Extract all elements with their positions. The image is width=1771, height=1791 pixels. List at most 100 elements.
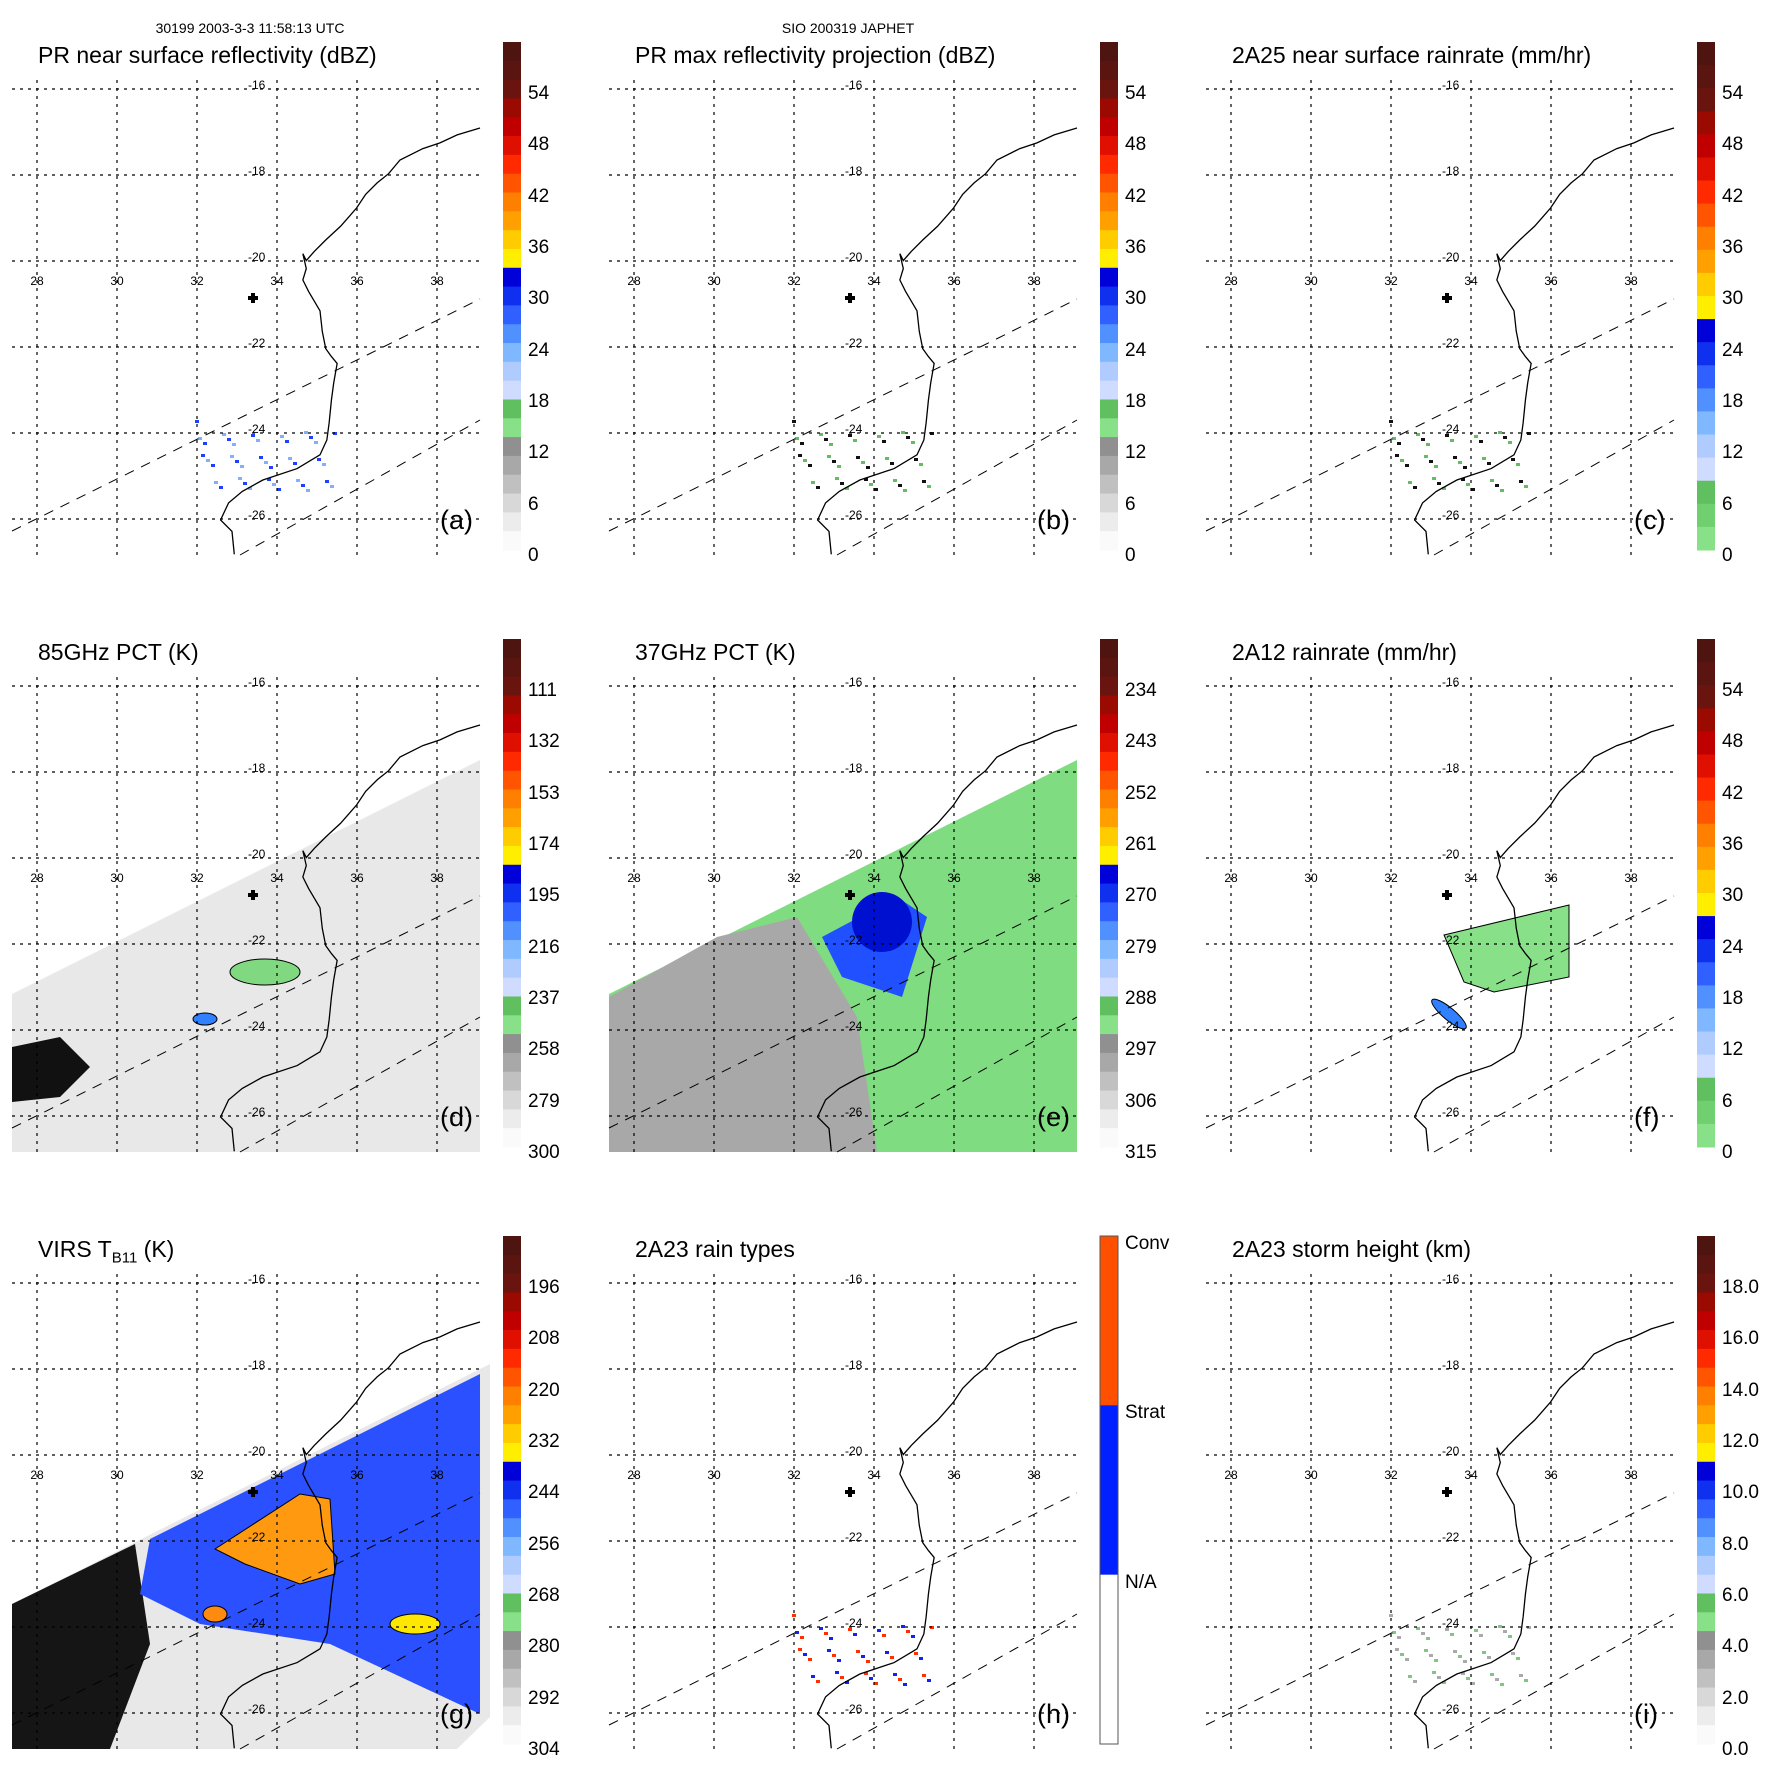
colorbar-segment — [1697, 1292, 1715, 1312]
colorbar-segment — [503, 79, 521, 99]
lon-label: 32 — [190, 1468, 204, 1482]
echo-pixel — [1511, 1652, 1515, 1655]
lon-label: 28 — [30, 274, 44, 288]
echo-pixel — [800, 442, 804, 445]
colorbar-tick-label: 261 — [1125, 834, 1157, 855]
lat-label: -16 — [845, 77, 863, 92]
colorbar-segment — [1100, 902, 1118, 922]
echo-pixel — [1524, 1679, 1528, 1682]
echo-pixel — [837, 1659, 841, 1662]
lon-label: 32 — [787, 871, 801, 885]
lat-label: -22 — [248, 1529, 266, 1544]
colorbar-segment — [1697, 985, 1715, 1009]
swath-edge — [11, 1492, 481, 1726]
colorbar-tick-label: 18 — [1722, 391, 1744, 412]
colorbar-segment — [503, 1386, 521, 1406]
echo-pixel — [877, 1629, 881, 1632]
coastline — [219, 724, 481, 1152]
colorbar-segment — [1697, 480, 1715, 505]
lat-label: -22 — [248, 932, 266, 947]
colorbar-tick-label: 244 — [528, 1482, 560, 1504]
panel-label: (a) — [440, 505, 473, 535]
echo-pixel — [1453, 456, 1457, 459]
echo-pixel — [1442, 487, 1446, 490]
colorbar-segment — [1697, 1461, 1715, 1482]
colorbar-segment — [1697, 893, 1715, 917]
colorbar-segment — [1100, 770, 1118, 791]
title-text: 2A23 rain types — [635, 1236, 795, 1262]
colorbar-segment — [503, 695, 521, 715]
echo-pixel — [856, 456, 860, 459]
storm-center-cross-icon — [845, 293, 855, 303]
echo-pixel — [911, 441, 915, 444]
colorbar-tick-label: 258 — [528, 1039, 560, 1061]
echo-pixel — [906, 436, 910, 439]
echo-pixel — [890, 462, 894, 465]
lon-label: 38 — [1624, 1468, 1638, 1482]
lon-label: 38 — [1027, 1468, 1041, 1482]
colorbar-segment — [503, 230, 521, 250]
colorbar-segment — [1100, 1659, 1118, 1745]
colorbar-segment — [503, 845, 521, 866]
echo-pixel — [866, 466, 870, 469]
map-canvas — [11, 42, 521, 556]
colorbar-segment — [503, 399, 521, 419]
colorbar-tick-label: 2.0 — [1722, 1687, 1749, 1709]
echo-pixel — [1389, 1614, 1393, 1617]
lat-label: -24 — [1442, 1615, 1460, 1630]
colorbar-tick-label: 54 — [1722, 680, 1744, 701]
echo-pixel — [882, 1634, 886, 1637]
colorbar-tick-label: 0 — [1722, 1142, 1733, 1163]
colorbar-segment — [1100, 211, 1118, 231]
lon-label: 28 — [627, 871, 641, 885]
swath-edge — [608, 298, 1078, 532]
colorbar-segment — [503, 1254, 521, 1275]
panel-label: (h) — [1037, 1699, 1070, 1729]
echo-pixel — [816, 1680, 820, 1683]
colorbar-tick-label: 6 — [1125, 493, 1136, 515]
echo-pixel — [1421, 1632, 1425, 1635]
colorbar-tick-label: 279 — [1125, 936, 1157, 958]
storm-center-cross-icon — [248, 293, 258, 303]
lat-label: -24 — [845, 1018, 863, 1033]
lon-label: 36 — [350, 274, 364, 288]
coastline — [816, 724, 1078, 1152]
lon-label: 36 — [350, 871, 364, 885]
colorbar-segment — [1100, 883, 1118, 903]
storm-center-cross-icon — [248, 890, 258, 900]
colorbar-segment — [503, 1649, 521, 1670]
echo-pixel — [235, 460, 239, 463]
colorbar-tick-label: 279 — [528, 1090, 560, 1112]
colorbar-segment — [1697, 1499, 1715, 1519]
colorbar-tick-label: 4.0 — [1722, 1636, 1749, 1658]
colorbar-segment — [503, 883, 521, 903]
colorbar-segment — [1100, 1405, 1118, 1491]
echo-pixel — [1498, 431, 1502, 434]
echo-pixel — [1500, 489, 1504, 492]
echo-pixel — [1408, 1675, 1412, 1678]
echo-pixel — [272, 483, 276, 486]
colorbar-segment — [1697, 226, 1715, 251]
lat-label: -16 — [845, 674, 863, 689]
colorbar-tick-label: 0 — [528, 545, 539, 566]
colorbar-segment — [503, 1518, 521, 1538]
colorbar-segment — [503, 1574, 521, 1594]
echo-pixel — [1463, 466, 1467, 469]
colorbar-segment — [503, 958, 521, 979]
lon-label: 32 — [1384, 1468, 1398, 1482]
echo-pixel — [325, 480, 329, 483]
map-panel-g: VIRS TB11 (K) (g) 196 208 220 232 244 256 268 280… — [0, 1194, 597, 1791]
colorbar-tick-label: 195 — [528, 885, 560, 907]
echo-pixel — [1445, 434, 1449, 437]
panel-title: PR max reflectivity projection (dBZ) — [635, 42, 995, 69]
colorbar-segment — [1697, 1631, 1715, 1651]
echo-pixel — [1466, 483, 1470, 486]
colorbar-segment — [1100, 136, 1118, 156]
colorbar-segment — [1697, 249, 1715, 274]
lon-label: 36 — [947, 871, 961, 885]
echo-pixel — [285, 440, 289, 443]
colorbar-tick-label: 232 — [528, 1431, 560, 1452]
echo-pixel — [1458, 1655, 1462, 1658]
colorbar-segment — [1100, 977, 1118, 997]
echo-pixel — [1416, 433, 1420, 436]
